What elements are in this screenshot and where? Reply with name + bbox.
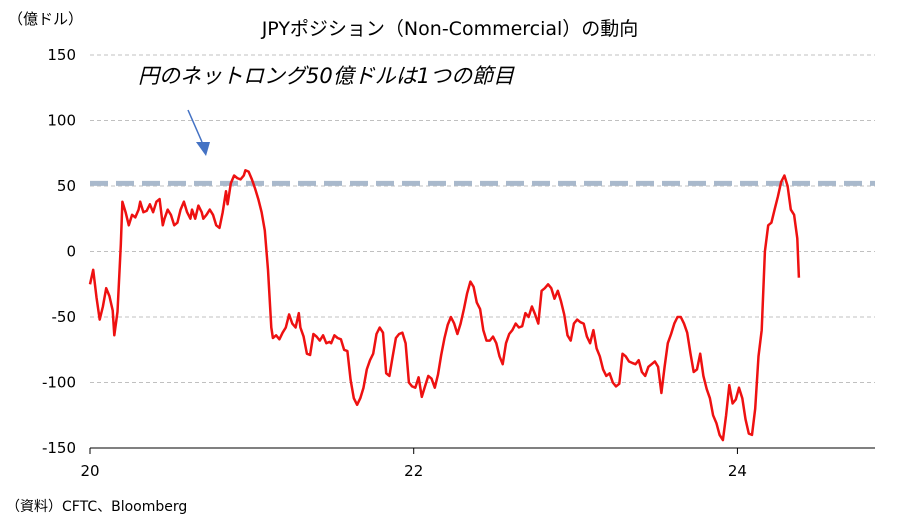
arrow-head bbox=[196, 142, 210, 156]
series-line-jpy-position bbox=[88, 169, 801, 442]
chart-title: JPYポジション（Non-Commercial）の動向 bbox=[261, 18, 639, 40]
y-tick-label: 50 bbox=[57, 177, 76, 195]
y-tick-label: 100 bbox=[47, 112, 76, 130]
y-tick-label: 150 bbox=[47, 46, 76, 64]
y-tick-label: 0 bbox=[66, 243, 76, 261]
y-axis-unit-label: （億ドル） bbox=[8, 10, 84, 28]
annotation-arrow bbox=[187, 109, 210, 156]
source-note: （資料）CFTC、Bloomberg bbox=[6, 499, 188, 515]
annotation-text: 円のネットロング50億ドルは1つの節目 bbox=[138, 64, 515, 88]
x-tick-label: 24 bbox=[728, 462, 747, 480]
x-tick-label: 20 bbox=[80, 462, 99, 480]
y-tick-label: -150 bbox=[42, 439, 76, 457]
x-tick-label: 22 bbox=[404, 462, 423, 480]
axes bbox=[89, 447, 875, 454]
y-tick-label: -50 bbox=[52, 308, 77, 326]
y-tick-label: -100 bbox=[42, 374, 76, 392]
arrow-shaft bbox=[187, 109, 203, 143]
gridlines bbox=[90, 54, 875, 383]
